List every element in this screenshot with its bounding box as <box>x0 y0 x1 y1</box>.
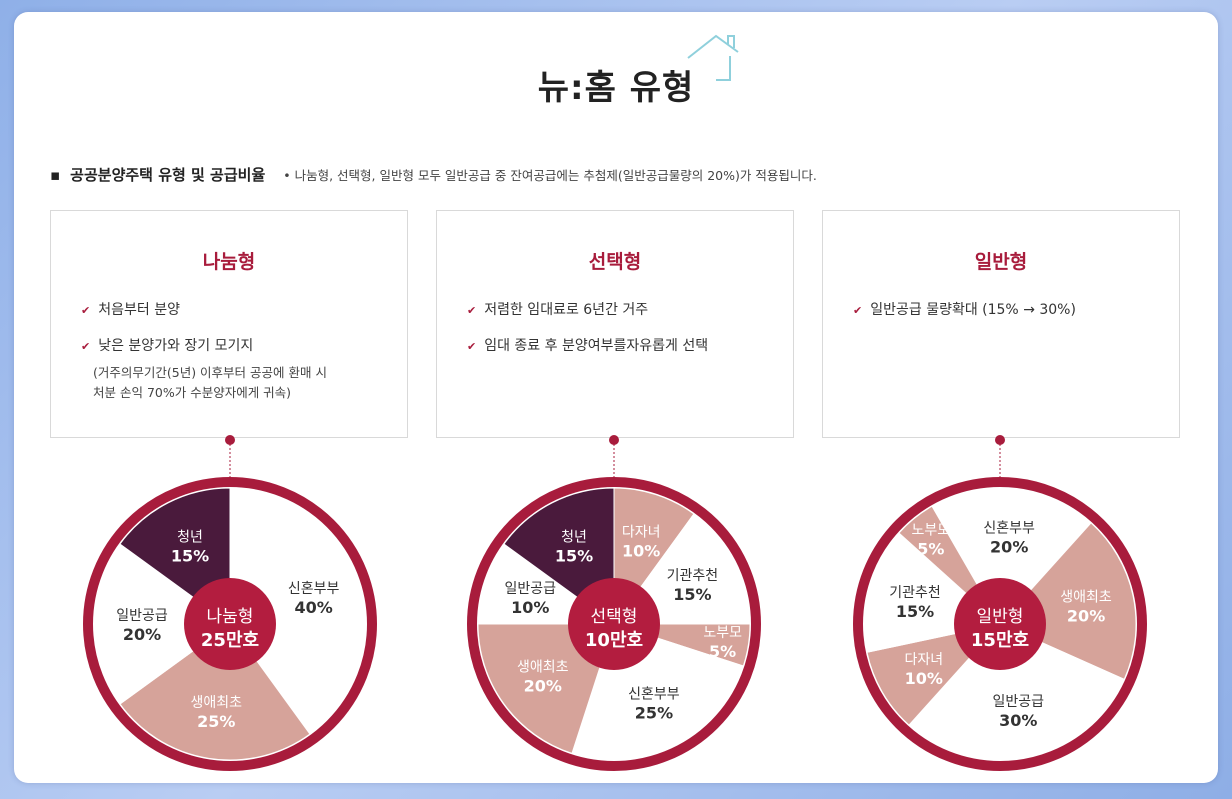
slice-label: 신혼부부 <box>628 686 680 702</box>
list-item: ✔ 임대 종료 후 분양여부를자유롭게 선택 <box>467 335 777 355</box>
slice-label: 노부모 <box>911 523 950 539</box>
check-icon: ✔ <box>467 304 477 317</box>
list-item-text: 저렴한 임대료로 6년간 거주 <box>484 302 649 318</box>
box-title: 선택형 <box>588 251 642 273</box>
connector-dot <box>225 435 235 445</box>
slice-label: 일반공급 <box>993 694 1045 710</box>
section-header: ▪ 공공분양주택 유형 및 공급비율 • 나눔형, 선택형, 일반형 모두 일반공급… <box>50 164 817 185</box>
type-box-nanum: 나눔형 ✔ 처음부터 분양 ✔ 낮은 분양가와 장기 모기지 (거주의무기간(5년)… <box>50 210 408 438</box>
center-label: 일반형 <box>977 607 1024 627</box>
pie-slice <box>119 623 311 761</box>
slice-value: 20% <box>524 677 562 696</box>
slice-label: 노부모 <box>703 625 742 641</box>
center-value: 25만호 <box>201 630 259 651</box>
slice-label: 기관추천 <box>889 585 941 601</box>
list-item: ✔ 낮은 분양가와 장기 모기지 <box>81 335 391 355</box>
content-card: 뉴:홈 유형 ▪ 공공분양주택 유형 및 공급비율 • 나눔형, 선택형, 일반형 … <box>14 12 1218 783</box>
slice-value: 25% <box>635 703 673 722</box>
slice-value: 20% <box>123 625 161 644</box>
box-title: 나눔형 <box>202 251 256 273</box>
list-item-text: 임대 종료 후 분양여부를자유롭게 선택 <box>484 338 709 354</box>
slice-label: 청년 <box>177 530 203 546</box>
section-note: • 나눔형, 선택형, 일반형 모두 일반공급 중 잔여공급에는 추첨제(일반공… <box>283 168 817 183</box>
type-box-seontaek: 선택형 ✔ 저렴한 임대료로 6년간 거주 ✔ 임대 종료 후 분양여부를자유롭게 … <box>436 210 794 438</box>
pie-center <box>184 578 276 670</box>
center-value: 15만호 <box>971 630 1029 651</box>
pie-center <box>568 578 660 670</box>
slice-label: 신혼부부 <box>288 581 340 597</box>
slice-value: 10% <box>905 669 943 688</box>
box-title: 일반형 <box>974 251 1028 273</box>
check-icon: ✔ <box>467 340 477 353</box>
pie-slice <box>999 522 1137 680</box>
page-title: 뉴:홈 유형 <box>537 68 695 108</box>
pie-slice <box>477 623 615 754</box>
slice-label: 생애최초 <box>517 660 569 676</box>
slice-value: 5% <box>709 642 736 661</box>
slice-value: 25% <box>197 712 235 731</box>
slice-value: 15% <box>555 547 593 566</box>
slice-label: 기관추천 <box>667 568 719 584</box>
house-icon <box>687 34 739 81</box>
slice-label: 일반공급 <box>505 581 557 597</box>
center-label: 나눔형 <box>207 607 254 627</box>
check-icon: ✔ <box>853 304 863 317</box>
connector-dot <box>995 435 1005 445</box>
slice-value: 40% <box>295 598 333 617</box>
check-icon: ✔ <box>81 304 91 317</box>
slice-label: 생애최초 <box>190 695 242 711</box>
list-item: ✔ 저렴한 임대료로 6년간 거주 <box>467 299 777 319</box>
sub-note-line: (거주의무기간(5년) 이후부터 공공에 환매 시 <box>93 365 327 380</box>
slice-value: 10% <box>511 598 549 617</box>
slice-label: 다자녀 <box>622 524 661 540</box>
list-item-text: 낮은 분양가와 장기 모기지 <box>98 338 254 354</box>
slice-value: 15% <box>171 547 209 566</box>
slice-value: 10% <box>622 541 660 560</box>
list-item-text: 일반공급 물량확대 (15% → 30%) <box>870 302 1076 318</box>
list-item: ✔ 일반공급 물량확대 (15% → 30%) <box>853 299 1163 319</box>
check-icon: ✔ <box>81 340 91 353</box>
slice-label: 다자녀 <box>904 652 943 668</box>
section-heading: 공공분양주택 유형 및 공급비율 <box>70 166 266 184</box>
list-item-text: 처음부터 분양 <box>98 302 180 318</box>
center-value: 10만호 <box>585 630 643 651</box>
slice-label: 일반공급 <box>116 608 168 624</box>
slice-value: 30% <box>999 711 1037 730</box>
slice-value: 20% <box>1067 607 1105 626</box>
sub-note-line: 처분 손익 70%가 수분양자에게 귀속) <box>93 385 292 400</box>
slice-label: 청년 <box>561 530 587 546</box>
pie-charts: 신혼부부40%생애최초25%일반공급20%청년15%나눔형25만호다자녀10%기… <box>83 435 1147 771</box>
pie-center <box>954 578 1046 670</box>
connector-dot <box>609 435 619 445</box>
type-box-ilban: 일반형 ✔ 일반공급 물량확대 (15% → 30%) <box>822 210 1180 438</box>
slice-label: 신혼부부 <box>983 520 1035 536</box>
slice-value: 5% <box>917 540 944 559</box>
pie-slice <box>908 623 1125 761</box>
slice-value: 15% <box>896 602 934 621</box>
pie-slice <box>93 543 231 705</box>
slice-value: 20% <box>990 537 1028 556</box>
section-bullet: ▪ <box>50 166 61 184</box>
center-label: 선택형 <box>591 607 638 627</box>
pie-slice <box>229 487 367 735</box>
pie-slice <box>931 487 1092 625</box>
slice-label: 생애최초 <box>1060 590 1112 606</box>
list-item: ✔ 처음부터 분양 <box>81 299 391 319</box>
slice-value: 15% <box>673 585 711 604</box>
